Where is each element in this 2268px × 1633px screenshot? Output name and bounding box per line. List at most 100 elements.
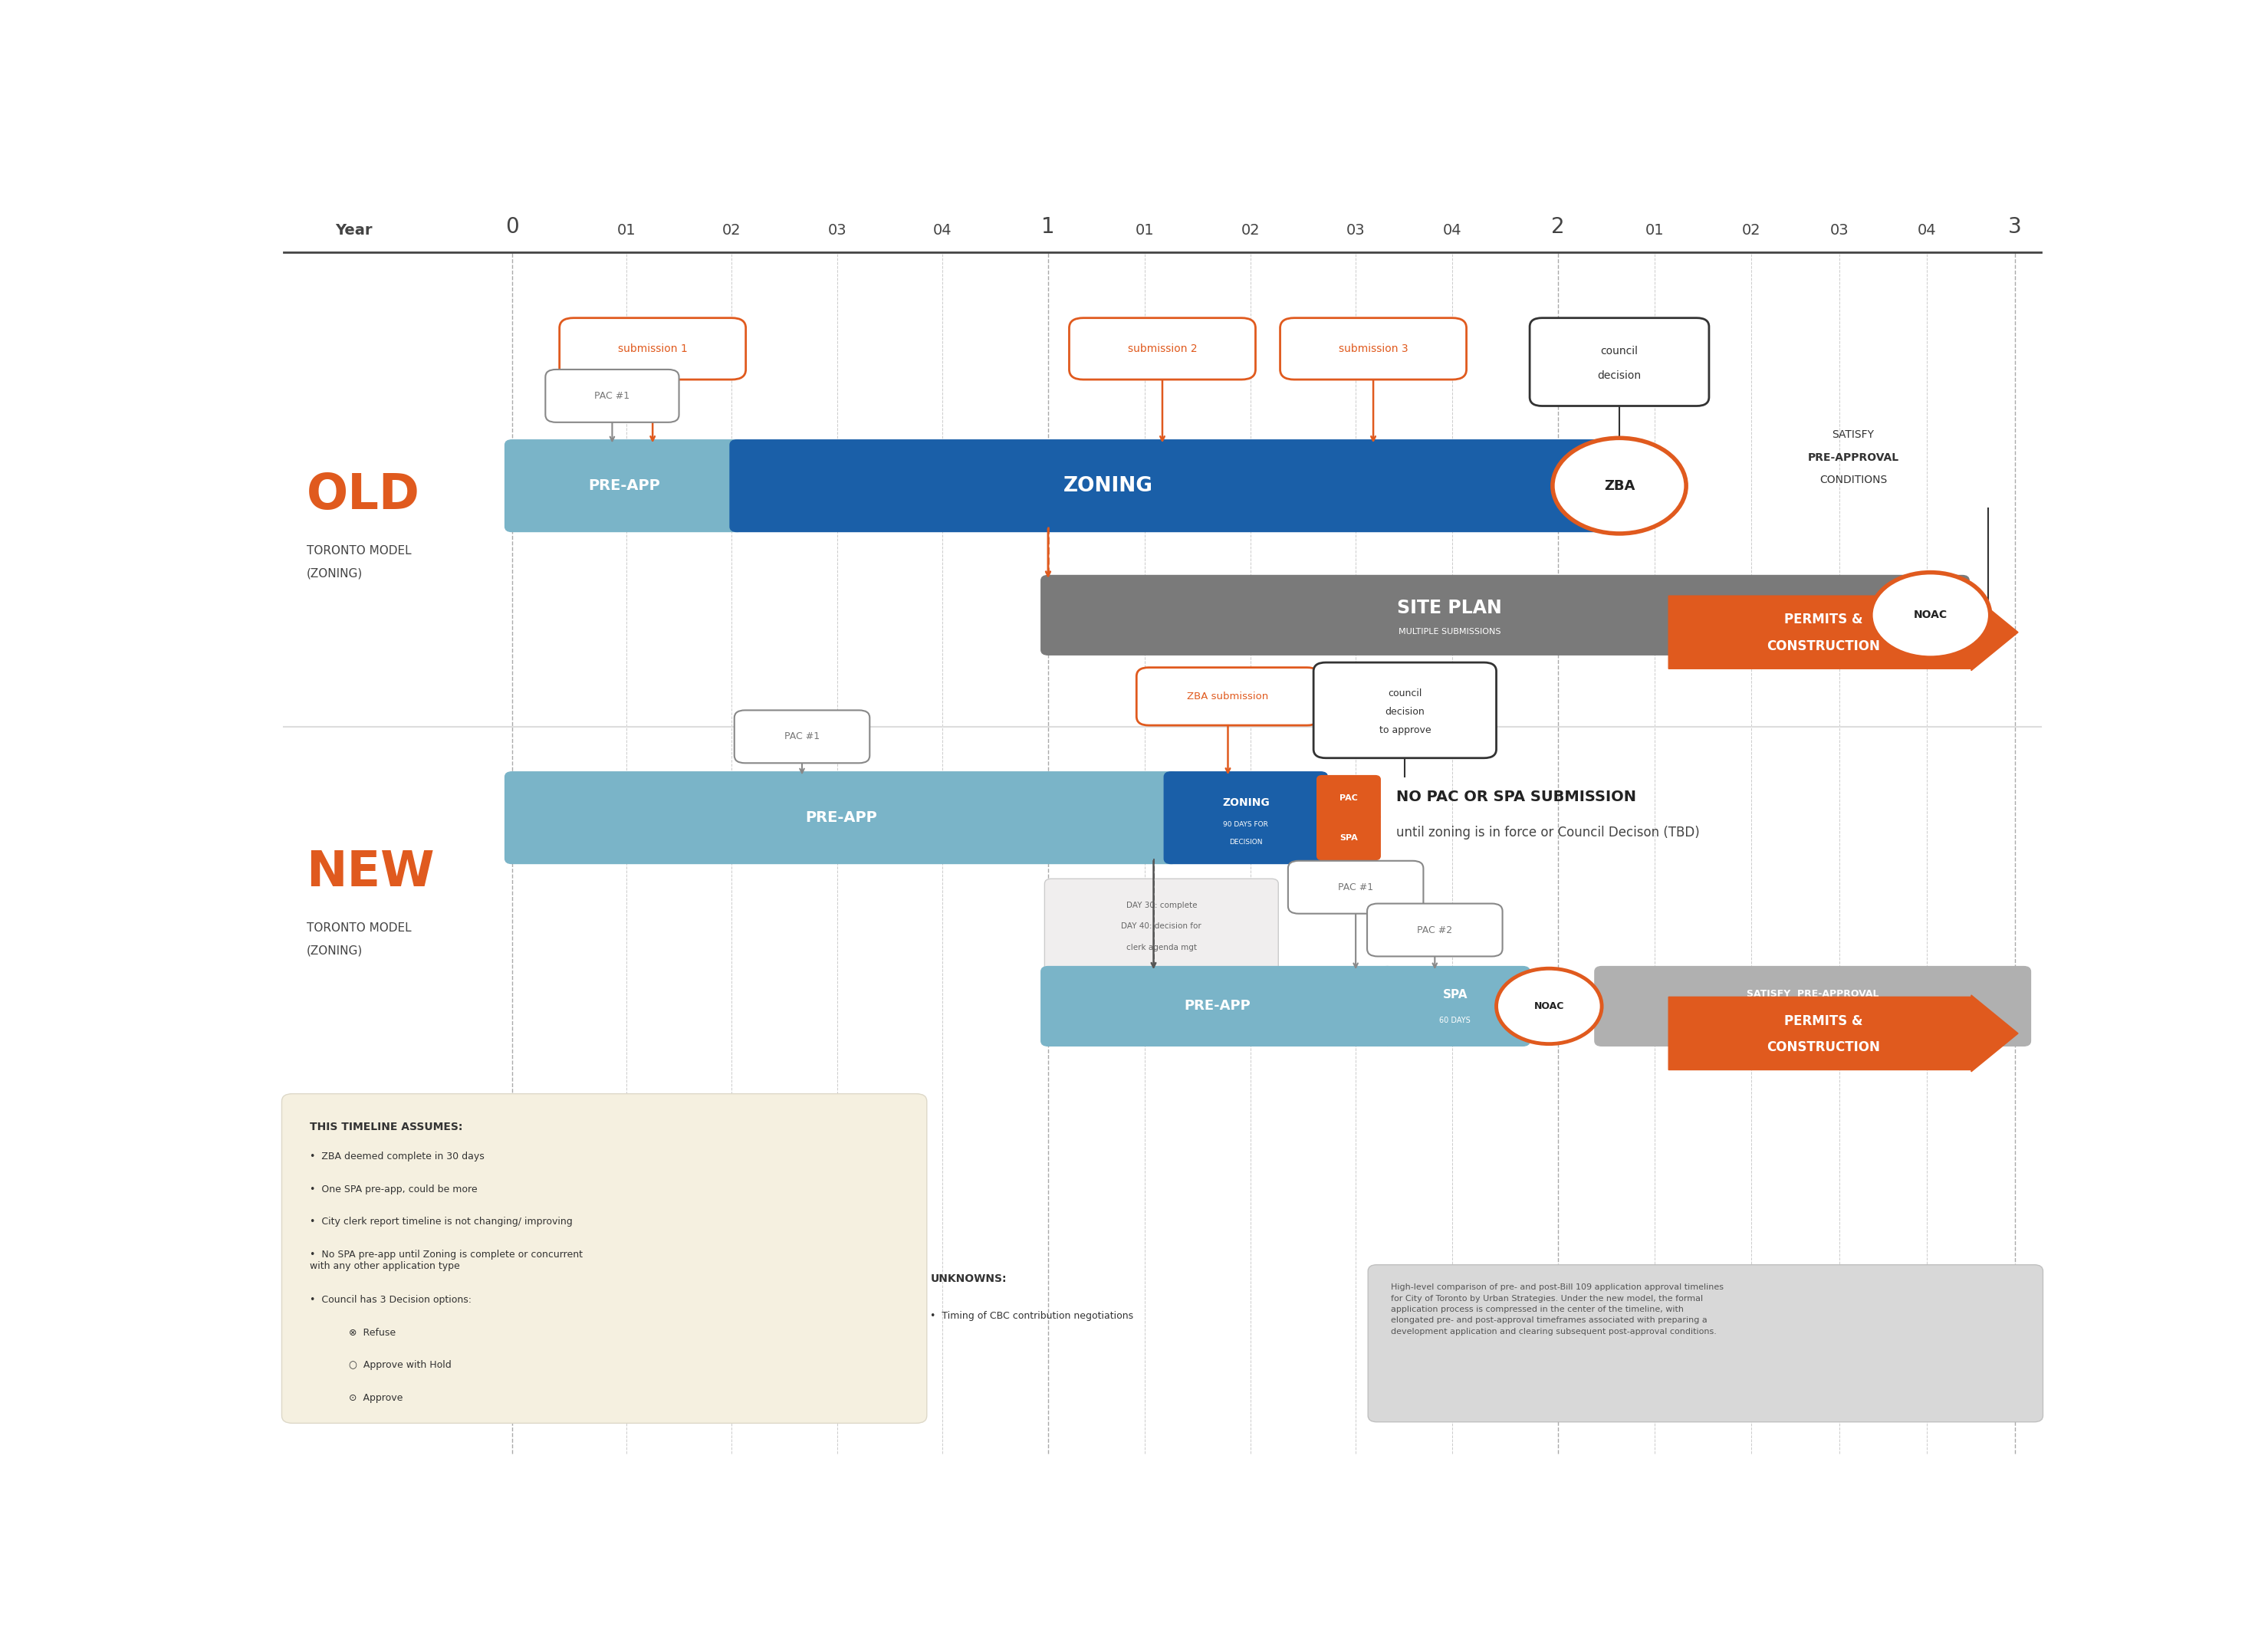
Text: MULTIPLE SUBMISSIONS: MULTIPLE SUBMISSIONS [1399, 627, 1501, 635]
Text: TORONTO MODEL: TORONTO MODEL [306, 923, 411, 934]
Text: DECISION: DECISION [1229, 839, 1263, 846]
Text: submission 3: submission 3 [1338, 343, 1408, 354]
Text: PRE-APP: PRE-APP [805, 810, 878, 825]
Circle shape [1871, 573, 1991, 658]
Text: ZBA submission: ZBA submission [1186, 691, 1268, 702]
Text: 1: 1 [1041, 216, 1055, 237]
Text: CONDITIONS (MORE): CONDITIONS (MORE) [1762, 1016, 1862, 1026]
FancyBboxPatch shape [1288, 861, 1424, 913]
Text: clerk agenda mgt: clerk agenda mgt [1127, 944, 1198, 952]
Text: 02: 02 [1742, 222, 1760, 237]
Text: •  Timing of CBC contribution negotiations: • Timing of CBC contribution negotiation… [930, 1311, 1134, 1321]
Text: High-level comparison of pre- and post-Bill 109 application approval timelines
f: High-level comparison of pre- and post-B… [1390, 1284, 1724, 1336]
Text: •  City clerk report timeline is not changing/ improving: • City clerk report timeline is not chan… [311, 1217, 572, 1226]
FancyBboxPatch shape [1068, 318, 1256, 379]
FancyBboxPatch shape [1318, 813, 1381, 861]
Text: 01: 01 [617, 222, 635, 237]
Text: ZBA: ZBA [1603, 478, 1635, 493]
FancyBboxPatch shape [1318, 776, 1381, 820]
FancyBboxPatch shape [560, 318, 746, 379]
Text: NEW: NEW [306, 849, 435, 897]
Text: (ZONING): (ZONING) [306, 944, 363, 957]
Text: PAC #1: PAC #1 [594, 390, 631, 400]
Text: council: council [1601, 346, 1637, 356]
FancyBboxPatch shape [1041, 967, 1395, 1047]
Text: 0: 0 [506, 216, 519, 237]
Text: 3: 3 [2007, 216, 2021, 237]
Text: PAC #1: PAC #1 [785, 732, 819, 741]
Text: CONSTRUCTION: CONSTRUCTION [1767, 639, 1880, 653]
FancyBboxPatch shape [1313, 663, 1497, 758]
Text: PRE-APP: PRE-APP [1184, 999, 1252, 1012]
Text: CONSTRUCTION: CONSTRUCTION [1767, 1040, 1880, 1055]
Text: SITE PLAN: SITE PLAN [1397, 598, 1501, 617]
Text: 2: 2 [1551, 216, 1565, 237]
Text: PRE-APPROVAL: PRE-APPROVAL [1808, 452, 1898, 462]
Text: OLD: OLD [306, 472, 420, 519]
Text: •  No SPA pre-app until Zoning is complete or concurrent
with any other applicat: • No SPA pre-app until Zoning is complet… [311, 1249, 583, 1270]
Text: 03: 03 [1830, 222, 1848, 237]
Text: submission 2: submission 2 [1127, 343, 1198, 354]
Text: Year: Year [336, 222, 372, 237]
Text: (ZONING): (ZONING) [306, 567, 363, 580]
Text: SPA: SPA [1442, 988, 1467, 999]
FancyBboxPatch shape [1279, 318, 1467, 379]
Text: ZONING: ZONING [1222, 797, 1270, 808]
Text: THIS TIMELINE ASSUMES:: THIS TIMELINE ASSUMES: [311, 1122, 463, 1132]
Text: to approve: to approve [1379, 725, 1431, 735]
Text: until zoning is in force or Council Decison (TBD): until zoning is in force or Council Deci… [1397, 826, 1699, 839]
Text: NOAC: NOAC [1914, 609, 1948, 621]
Circle shape [1554, 438, 1685, 534]
FancyBboxPatch shape [1046, 879, 1279, 975]
Text: •  ZBA deemed complete in 30 days: • ZBA deemed complete in 30 days [311, 1151, 485, 1161]
FancyBboxPatch shape [1529, 318, 1710, 407]
Text: SPA: SPA [1340, 834, 1359, 841]
Text: SATISFY: SATISFY [1833, 429, 1873, 441]
Text: TORONTO MODEL: TORONTO MODEL [306, 545, 411, 557]
Text: ⊗  Refuse: ⊗ Refuse [349, 1328, 395, 1337]
Text: DAY 40: decision for: DAY 40: decision for [1120, 923, 1202, 931]
Text: 03: 03 [1347, 222, 1365, 237]
FancyBboxPatch shape [1163, 772, 1327, 864]
Text: 90 DAYS FOR: 90 DAYS FOR [1222, 821, 1268, 828]
FancyArrow shape [1669, 994, 2019, 1071]
FancyBboxPatch shape [735, 710, 869, 763]
Circle shape [1497, 968, 1601, 1043]
Text: SATISFY  PRE-APPROVAL: SATISFY PRE-APPROVAL [1746, 988, 1878, 999]
Text: PAC #1: PAC #1 [1338, 882, 1374, 892]
Text: 04: 04 [1916, 222, 1937, 237]
Text: 01: 01 [1644, 222, 1665, 237]
FancyArrow shape [1669, 594, 2019, 671]
Text: 02: 02 [721, 222, 742, 237]
Text: 03: 03 [828, 222, 846, 237]
FancyBboxPatch shape [730, 439, 1606, 532]
Text: 01: 01 [1136, 222, 1154, 237]
Text: DAY 30: complete: DAY 30: complete [1125, 901, 1198, 910]
Text: 60 DAYS: 60 DAYS [1440, 1016, 1470, 1024]
Text: PAC: PAC [1340, 794, 1359, 802]
FancyBboxPatch shape [1594, 967, 2030, 1047]
Text: ⊙  Approve: ⊙ Approve [349, 1393, 401, 1403]
FancyBboxPatch shape [1381, 967, 1529, 1047]
Text: 04: 04 [1442, 222, 1463, 237]
FancyBboxPatch shape [1368, 1264, 2043, 1422]
FancyBboxPatch shape [281, 1094, 928, 1424]
FancyBboxPatch shape [1041, 575, 1969, 655]
Text: council: council [1388, 687, 1422, 697]
Text: PAC #2: PAC #2 [1418, 924, 1452, 936]
Text: CONDITIONS: CONDITIONS [1819, 475, 1887, 485]
FancyBboxPatch shape [506, 772, 1177, 864]
Text: PERMITS &: PERMITS & [1785, 612, 1862, 627]
Text: submission 1: submission 1 [617, 343, 687, 354]
Text: NOAC: NOAC [1533, 1001, 1565, 1011]
Text: decision: decision [1597, 371, 1642, 382]
FancyBboxPatch shape [1368, 903, 1501, 957]
Text: NO PAC OR SPA SUBMISSION: NO PAC OR SPA SUBMISSION [1397, 790, 1635, 805]
FancyBboxPatch shape [1136, 668, 1320, 725]
FancyBboxPatch shape [544, 369, 678, 423]
Text: ○  Approve with Hold: ○ Approve with Hold [349, 1360, 451, 1370]
Text: PRE-APP: PRE-APP [590, 478, 660, 493]
Text: •  Council has 3 Decision options:: • Council has 3 Decision options: [311, 1295, 472, 1305]
Text: ZONING: ZONING [1064, 475, 1152, 496]
Text: 02: 02 [1241, 222, 1259, 237]
